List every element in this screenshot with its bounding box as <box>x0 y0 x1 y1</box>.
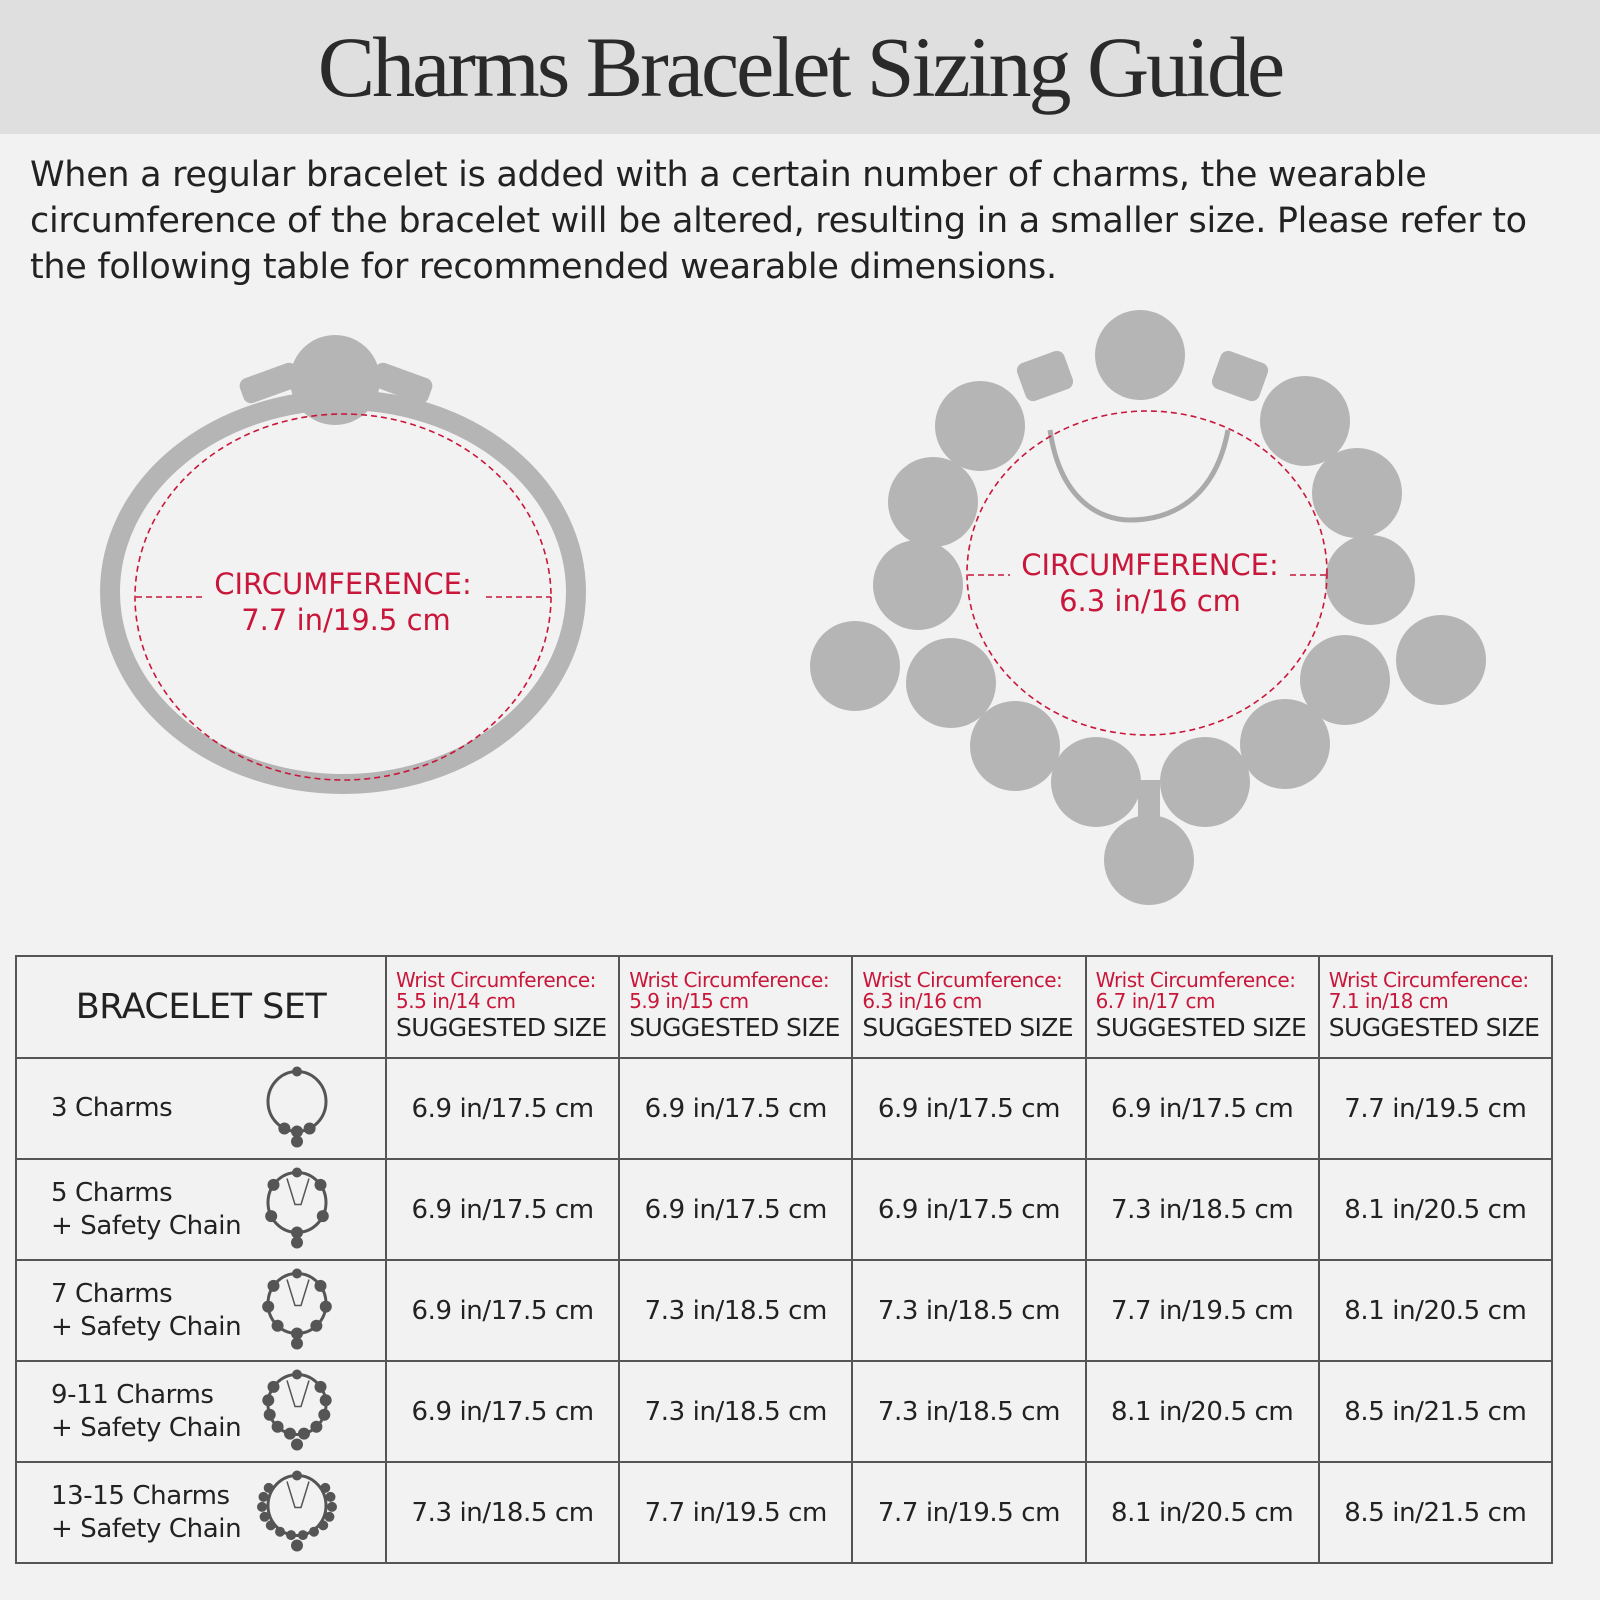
bracelet-set-cell: 3 Charms <box>15 1057 387 1160</box>
set-extra: + Safety Chain <box>51 1311 242 1342</box>
size-cell: 6.9 in/17.5 cm <box>851 1057 1087 1160</box>
set-name: 5 Charms <box>51 1177 173 1208</box>
charmed-circumference-label: CIRCUMFERENCE: <box>1021 548 1279 582</box>
size-cell: 8.5 in/21.5 cm <box>1317 1360 1554 1463</box>
charmed-circumference-value: 6.3 in/16 cm <box>1059 584 1241 618</box>
size-cell: 7.7 in/19.5 cm <box>618 1461 854 1564</box>
bracelet-set-header: BRACELET SET <box>15 955 387 1059</box>
size-cell: 6.9 in/17.5 cm <box>618 1158 854 1261</box>
size-cell: 7.3 in/18.5 cm <box>851 1259 1087 1362</box>
bracelet-13-15-charms-icon <box>255 1467 339 1558</box>
title-band: Charms Bracelet Sizing Guide <box>0 0 1600 134</box>
set-extra: + Safety Chain <box>51 1210 242 1241</box>
plain-circumference-label: CIRCUMFERENCE: <box>214 567 472 601</box>
bracelet-9-11-charms-icon <box>255 1366 339 1457</box>
table-row: 13-15 Charms + Safety Chain 7.3 in/18.5 … <box>15 1461 1554 1564</box>
column-header: Wrist Circumference: 7.1 in/18 cm SUGGESTE… <box>1317 955 1554 1059</box>
size-cell: 7.3 in/18.5 cm <box>384 1461 621 1564</box>
size-cell: 8.1 in/20.5 cm <box>1317 1259 1554 1362</box>
table-header-row: BRACELET SET Wrist Circumference: 5.5 in/… <box>15 955 1554 1059</box>
table-row: 5 Charms + Safety Chain 6.9 in/17.5 cm 6.… <box>15 1158 1554 1261</box>
table-row: 7 Charms + Safety Chain 6.9 in/17.5 cm 7.… <box>15 1259 1554 1362</box>
size-cell: 8.1 in/20.5 cm <box>1317 1158 1554 1261</box>
bracelet-set-cell: 9-11 Charms + Safety Chain <box>15 1360 387 1463</box>
bracelet-set-cell: 5 Charms + Safety Chain <box>15 1158 387 1261</box>
size-cell: 6.9 in/17.5 cm <box>851 1158 1087 1261</box>
set-name: 3 Charms <box>51 1093 173 1123</box>
intro-text: When a regular bracelet is added with a … <box>30 155 1527 287</box>
set-name: 9-11 Charms <box>51 1379 214 1410</box>
size-cell: 7.7 in/19.5 cm <box>851 1461 1087 1564</box>
size-cell: 7.3 in/18.5 cm <box>618 1360 854 1463</box>
size-cell: 7.3 in/18.5 cm <box>618 1259 854 1362</box>
plain-bracelet-illustration: CIRCUMFERENCE: 7.7 in/19.5 cm <box>100 335 586 794</box>
plain-circumference-value: 7.7 in/19.5 cm <box>241 603 451 637</box>
bracelet-set-cell: 13-15 Charms + Safety Chain <box>15 1461 387 1564</box>
bracelet-7-charms-icon <box>255 1265 339 1356</box>
size-cell: 7.3 in/18.5 cm <box>1084 1158 1320 1261</box>
set-extra: + Safety Chain <box>51 1412 242 1443</box>
size-cell: 6.9 in/17.5 cm <box>384 1158 621 1261</box>
bracelet-illustrations: CIRCUMFERENCE: 7.7 in/19.5 cm CIRCUMFERE… <box>100 310 1486 905</box>
bracelet-3-charms-icon <box>255 1063 339 1154</box>
size-cell: 6.9 in/17.5 cm <box>618 1057 854 1160</box>
set-name: 13-15 Charms <box>51 1480 230 1511</box>
size-cell: 7.7 in/19.5 cm <box>1317 1057 1554 1160</box>
size-cell: 7.7 in/19.5 cm <box>1084 1259 1320 1362</box>
column-header: Wrist Circumference: 5.5 in/14 cm SUGGESTE… <box>384 955 621 1059</box>
size-cell: 8.1 in/20.5 cm <box>1084 1461 1320 1564</box>
size-cell: 6.9 in/17.5 cm <box>384 1259 621 1362</box>
size-cell: 7.3 in/18.5 cm <box>851 1360 1087 1463</box>
size-cell: 8.1 in/20.5 cm <box>1084 1360 1320 1463</box>
size-cell: 6.9 in/17.5 cm <box>1084 1057 1320 1160</box>
table-row: 9-11 Charms + Safety Chain 6.9 in/17.5 c… <box>15 1360 1554 1463</box>
size-cell: 6.9 in/17.5 cm <box>384 1057 621 1160</box>
set-name: 7 Charms <box>51 1278 173 1309</box>
charmed-bracelet-illustration: CIRCUMFERENCE: 6.3 in/16 cm <box>810 310 1486 905</box>
size-cell: 8.5 in/21.5 cm <box>1317 1461 1554 1564</box>
size-cell: 6.9 in/17.5 cm <box>384 1360 621 1463</box>
column-header: Wrist Circumference: 6.3 in/16 cm SUGGESTE… <box>851 955 1087 1059</box>
sizing-table: BRACELET SET Wrist Circumference: 5.5 in/… <box>15 955 1554 1564</box>
bracelet-5-charms-icon <box>255 1164 339 1255</box>
bracelet-set-cell: 7 Charms + Safety Chain <box>15 1259 387 1362</box>
table-row: 3 Charms 6.9 in/17.5 cm 6.9 in/17.5 cm 6.9… <box>15 1057 1554 1160</box>
page-title: Charms Bracelet Sizing Guide <box>317 19 1285 115</box>
column-header: Wrist Circumference: 6.7 in/17 cm SUGGESTE… <box>1084 955 1320 1059</box>
column-header: Wrist Circumference: 5.9 in/15 cm SUGGESTE… <box>618 955 854 1059</box>
set-extra: + Safety Chain <box>51 1513 242 1544</box>
